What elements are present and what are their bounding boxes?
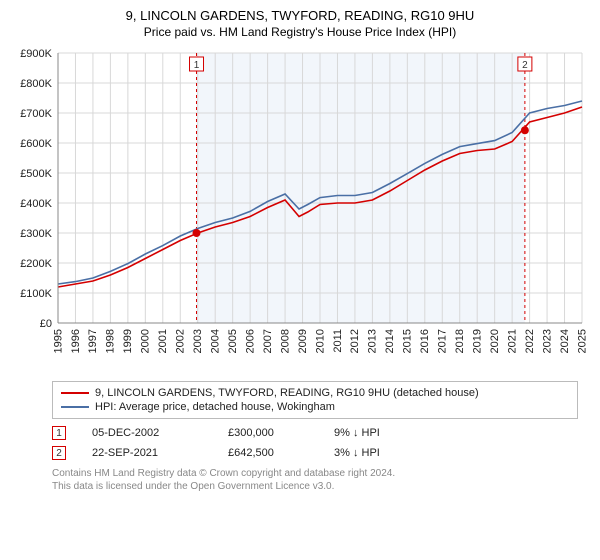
svg-text:2021: 2021 [506, 329, 518, 353]
svg-text:£0: £0 [40, 318, 52, 330]
disclaimer-line: Contains HM Land Registry data © Crown c… [52, 467, 578, 480]
svg-text:2022: 2022 [524, 329, 536, 353]
svg-text:1998: 1998 [105, 329, 117, 353]
svg-text:2024: 2024 [559, 329, 571, 353]
svg-text:2006: 2006 [244, 329, 256, 353]
legend-swatch [61, 406, 89, 408]
chart-subtitle: Price paid vs. HM Land Registry's House … [10, 25, 590, 39]
marker-delta: 3% ↓ HPI [334, 447, 434, 459]
legend-item: 9, LINCOLN GARDENS, TWYFORD, READING, RG… [61, 386, 569, 400]
legend-swatch [61, 392, 89, 394]
svg-text:2003: 2003 [192, 329, 204, 353]
marker-price: £642,500 [228, 447, 308, 459]
disclaimer-line: This data is licensed under the Open Gov… [52, 480, 578, 493]
svg-text:2008: 2008 [279, 329, 291, 353]
legend-label: 9, LINCOLN GARDENS, TWYFORD, READING, RG… [95, 387, 479, 399]
svg-text:£500K: £500K [20, 168, 52, 180]
svg-text:2004: 2004 [209, 329, 221, 353]
price-chart: £0 £100K £200K £300K £400K £500K £600K £700K £80… [10, 45, 590, 375]
marker-table: 1 05-DEC-2002 £300,000 9% ↓ HPI 2 22-SEP… [52, 423, 578, 463]
svg-text:1996: 1996 [70, 329, 82, 353]
marker-row: 2 22-SEP-2021 £642,500 3% ↓ HPI [52, 443, 578, 463]
svg-text:2009: 2009 [297, 329, 309, 353]
svg-text:2005: 2005 [227, 329, 239, 353]
svg-text:£400K: £400K [20, 198, 52, 210]
marker-date: 05-DEC-2002 [92, 427, 202, 439]
marker-date: 22-SEP-2021 [92, 447, 202, 459]
svg-text:£900K: £900K [20, 48, 52, 60]
marker-badge: 2 [52, 446, 66, 460]
svg-text:2019: 2019 [472, 329, 484, 353]
disclaimer: Contains HM Land Registry data © Crown c… [52, 467, 578, 493]
svg-text:2012: 2012 [349, 329, 361, 353]
svg-text:2018: 2018 [454, 329, 466, 353]
svg-text:£100K: £100K [20, 288, 52, 300]
svg-text:2015: 2015 [402, 329, 414, 353]
svg-text:2017: 2017 [437, 329, 449, 353]
svg-text:2007: 2007 [262, 329, 274, 353]
svg-text:£300K: £300K [20, 228, 52, 240]
svg-text:2010: 2010 [314, 329, 326, 353]
legend: 9, LINCOLN GARDENS, TWYFORD, READING, RG… [52, 381, 578, 419]
legend-label: HPI: Average price, detached house, Woki… [95, 401, 335, 413]
svg-text:2000: 2000 [140, 329, 152, 353]
svg-text:1999: 1999 [122, 329, 134, 353]
svg-text:£600K: £600K [20, 138, 52, 150]
marker-badge: 1 [52, 426, 66, 440]
svg-text:£800K: £800K [20, 78, 52, 90]
legend-item: HPI: Average price, detached house, Woki… [61, 400, 569, 414]
svg-text:2025: 2025 [576, 329, 588, 353]
svg-text:1997: 1997 [87, 329, 99, 353]
svg-text:£700K: £700K [20, 108, 52, 120]
svg-text:£200K: £200K [20, 258, 52, 270]
svg-text:2014: 2014 [384, 329, 396, 353]
svg-text:2002: 2002 [175, 329, 187, 353]
svg-text:1: 1 [194, 60, 200, 71]
chart-title: 9, LINCOLN GARDENS, TWYFORD, READING, RG… [10, 8, 590, 23]
svg-text:2016: 2016 [419, 329, 431, 353]
svg-text:2023: 2023 [541, 329, 553, 353]
svg-text:2020: 2020 [489, 329, 501, 353]
marker-delta: 9% ↓ HPI [334, 427, 434, 439]
svg-text:2011: 2011 [332, 329, 344, 353]
svg-text:2013: 2013 [367, 329, 379, 353]
marker-price: £300,000 [228, 427, 308, 439]
svg-text:2001: 2001 [157, 329, 169, 353]
svg-text:2: 2 [522, 60, 528, 71]
svg-text:1995: 1995 [52, 329, 64, 353]
marker-row: 1 05-DEC-2002 £300,000 9% ↓ HPI [52, 423, 578, 443]
